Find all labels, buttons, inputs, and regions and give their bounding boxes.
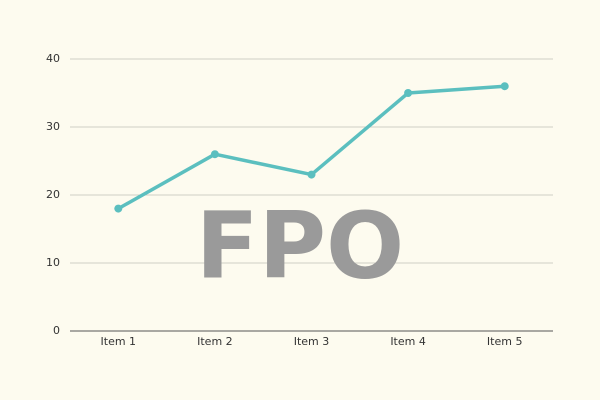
y-tick-label: 0 <box>53 324 60 337</box>
watermark: FPO <box>196 192 404 299</box>
point <box>114 204 123 213</box>
y-tick-label: 40 <box>46 52 60 65</box>
point <box>500 82 509 91</box>
x-tick-label: Item 2 <box>197 335 233 348</box>
point <box>404 89 413 97</box>
point <box>307 170 316 179</box>
x-tick-label: Item 3 <box>294 335 330 348</box>
y-tick-label: 20 <box>46 188 60 201</box>
x-tick-label: Item 4 <box>390 335 426 348</box>
y-tick-label: 30 <box>46 120 60 133</box>
grid <box>70 58 553 332</box>
y-tick-label: 10 <box>46 256 60 269</box>
x-tick-label: Item 1 <box>101 335 137 348</box>
point <box>210 150 219 159</box>
x-tick-label: Item 5 <box>487 335 523 348</box>
